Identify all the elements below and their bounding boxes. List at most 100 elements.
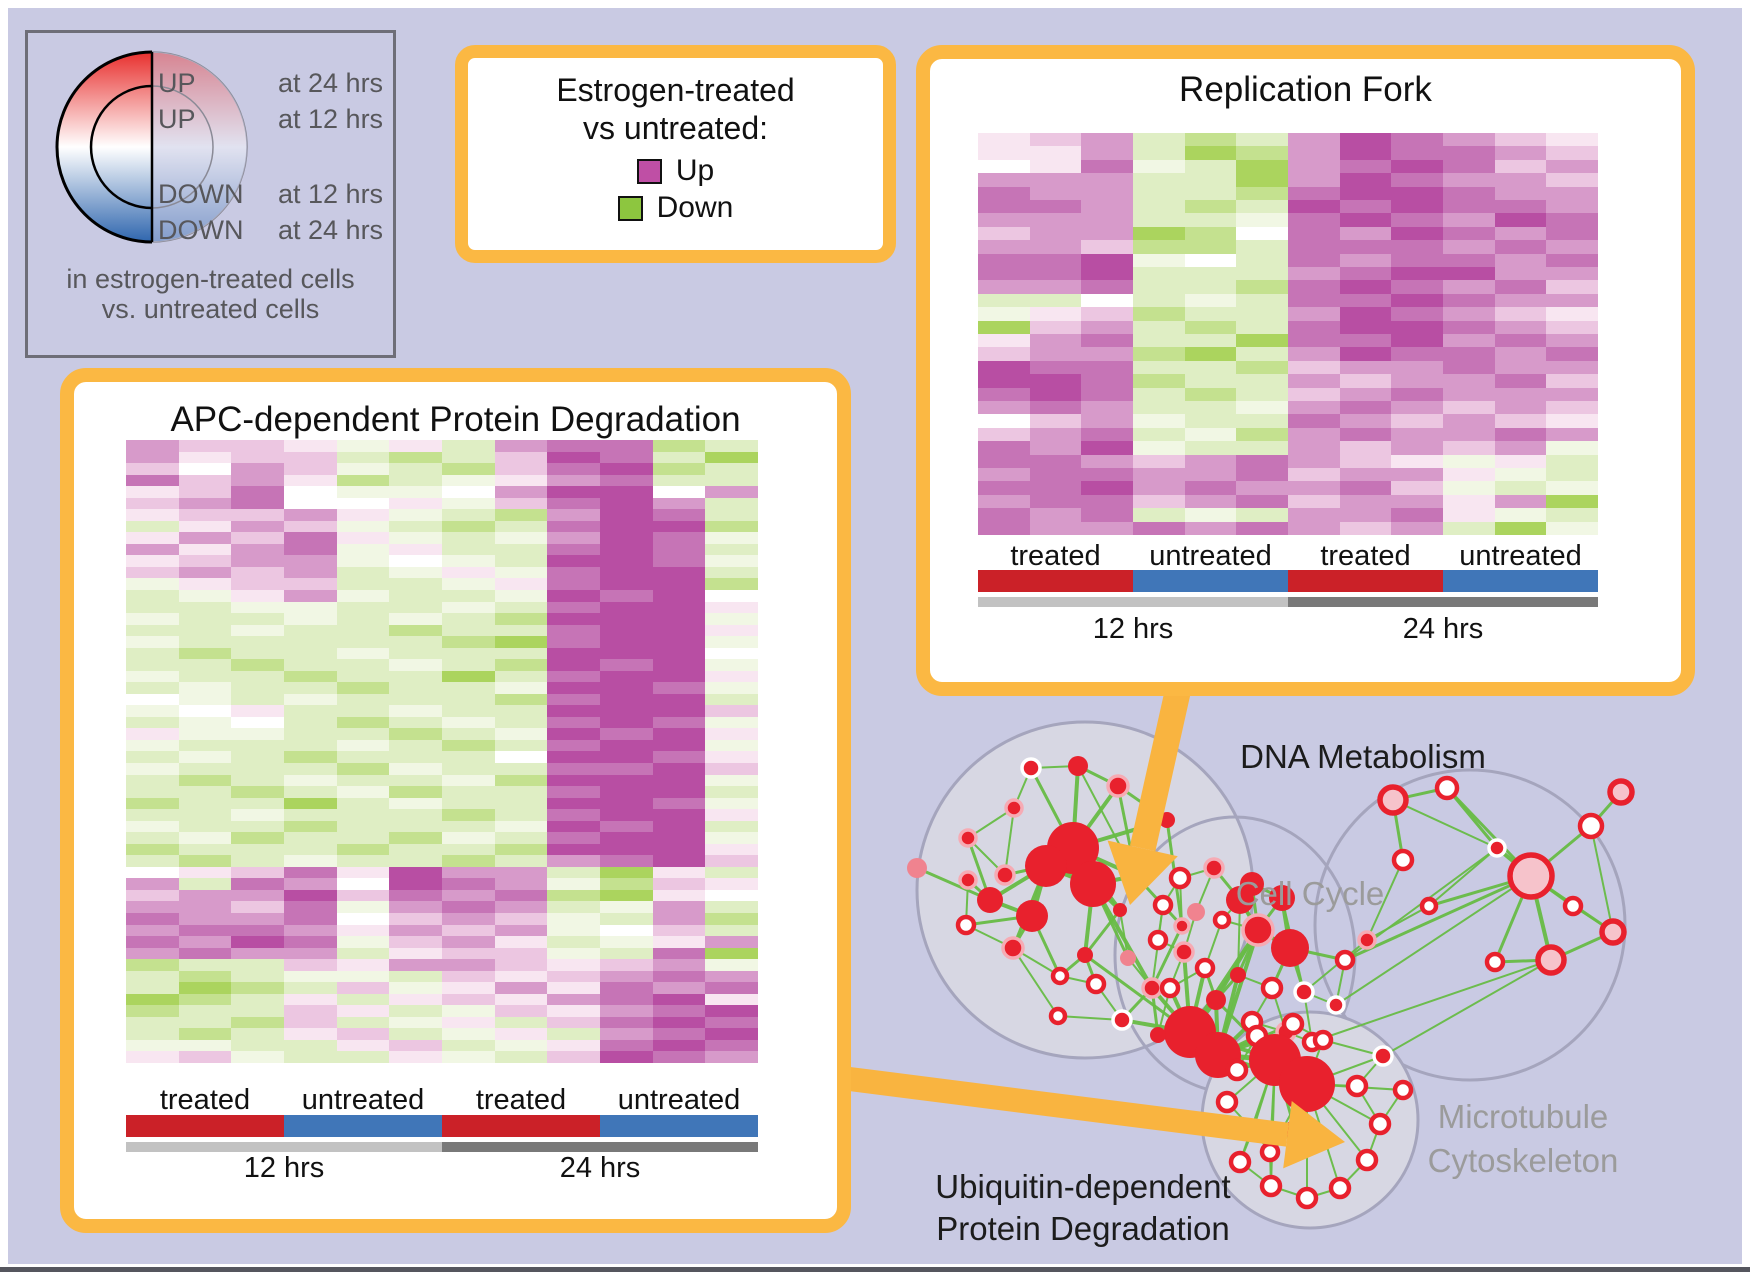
network-edge (1119, 909, 1129, 959)
gene-node (958, 870, 978, 890)
panel-title: APC-dependent Protein Degradation (170, 400, 741, 439)
gene-node (1020, 757, 1042, 779)
gene-node (1562, 895, 1584, 917)
gene-node (1173, 917, 1191, 935)
cluster-label: Ubiquitin-dependent (935, 1168, 1230, 1205)
connector-arrow-head (1107, 840, 1178, 905)
gene-node (1293, 981, 1315, 1003)
gene-node (1106, 774, 1130, 798)
gene-node (1295, 1186, 1319, 1210)
gene-node (1206, 990, 1226, 1010)
gene-node (1312, 1029, 1334, 1051)
group-label: treated (1010, 540, 1101, 572)
treatment-group-labels: treated untreated treated untreated (126, 1085, 758, 1115)
network-edge (1428, 847, 1498, 907)
gene-node (1260, 976, 1284, 1000)
gene-node (1535, 944, 1567, 976)
gene-node (1241, 913, 1275, 947)
time-label-12: 12 hrs (243, 1152, 325, 1184)
gene-node (977, 887, 1003, 913)
gene-node (1187, 903, 1205, 921)
gene-node (1168, 866, 1192, 890)
network-edge (1303, 939, 1368, 993)
gene-node (1173, 941, 1195, 963)
gene-node (1419, 896, 1439, 916)
legend-title-line2: vs untreated: (583, 110, 768, 146)
cluster-label: Protein Degradation (936, 1210, 1230, 1247)
gene-node (1077, 947, 1093, 963)
gene-node (1357, 930, 1377, 950)
gene-node (1487, 838, 1507, 858)
gene-node (1147, 929, 1169, 951)
cluster-label: Microtubule (1438, 1098, 1609, 1135)
treatment-group-labels: treated untreated treated untreated (978, 541, 1598, 571)
legend-item-up: Up (468, 154, 883, 188)
gene-node (1355, 1148, 1379, 1172)
network-edge (1590, 825, 1614, 933)
cluster-label: Cytoskeleton (1428, 1142, 1619, 1179)
legend-row-down-12: DOWN at 12 hrs (158, 179, 384, 209)
network-edge (1392, 799, 1498, 849)
replication-fork-panel: Replication Fork treated untreated treat… (916, 45, 1695, 696)
gene-node (1025, 845, 1067, 887)
connector-arrow-shaft (816, 1063, 1289, 1147)
network-edge (1366, 905, 1430, 941)
gene-node (1194, 957, 1216, 979)
gene-node (1228, 1150, 1252, 1174)
gene-node (1048, 1006, 1068, 1026)
gene-node (1281, 1012, 1305, 1036)
gene-node (1050, 966, 1070, 986)
group-label: treated (475, 1084, 567, 1116)
ring-color-legend: UP at 24 hrs UP at 12 hrs DOWN at 12 hrs DO… (25, 30, 396, 358)
gene-node (1068, 756, 1088, 776)
gene-node (1016, 900, 1048, 932)
down-color-swatch (617, 195, 643, 221)
gene-node (1226, 886, 1254, 914)
network-edge (1083, 909, 1122, 956)
gene-node (1392, 1079, 1414, 1101)
down-label: Down (656, 191, 734, 224)
gene-node (1434, 775, 1460, 801)
gene-node (1328, 1176, 1352, 1200)
gene-node (1577, 812, 1605, 840)
up-down-legend: Estrogen-treated vs untreated: Up Down (455, 45, 896, 263)
time-label-24: 24 hrs (559, 1152, 641, 1184)
gene-node (1085, 973, 1107, 995)
time-span-bars (126, 1142, 758, 1152)
gene-node (958, 828, 978, 848)
network-edge (1366, 859, 1404, 941)
gene-node (1259, 1174, 1283, 1198)
group-label: treated (159, 1084, 251, 1116)
replication-fork-heatmap (978, 133, 1598, 535)
network-edge (1150, 925, 1184, 989)
network-edge (1382, 959, 1552, 1057)
apc-degradation-panel: APC-dependent Protein Degradation treate… (60, 368, 851, 1233)
gene-node (1111, 1009, 1133, 1031)
apc-heatmap (126, 440, 758, 1063)
time-label-12: 12 hrs (1092, 613, 1174, 645)
gene-node (1120, 950, 1136, 966)
gene-node (1113, 903, 1127, 917)
gene-node (1203, 857, 1225, 879)
gene-node (1070, 861, 1116, 907)
gene-node (1271, 929, 1309, 967)
gene-node (1368, 1112, 1392, 1136)
cluster-microtubule-cytoskeleton (1313, 768, 1627, 1082)
treatment-color-bars (126, 1115, 758, 1137)
gene-node (1159, 977, 1181, 999)
legend-item-down: Down (468, 191, 883, 225)
gene-node (955, 914, 977, 936)
gene-node (1345, 1074, 1369, 1098)
group-label: untreated (301, 1084, 425, 1116)
gene-node (1607, 778, 1635, 806)
group-label: treated (1320, 540, 1411, 572)
legend-row-up-24: UP at 24 hrs (158, 68, 384, 98)
gene-node (1484, 951, 1506, 973)
gene-node (1372, 1045, 1394, 1067)
network-edge (1335, 875, 1532, 1006)
legend-caption-line1: in estrogen-treated cells (66, 264, 355, 294)
cluster-label: Cell Cycle (1236, 875, 1385, 912)
network-edge (1004, 807, 1015, 876)
